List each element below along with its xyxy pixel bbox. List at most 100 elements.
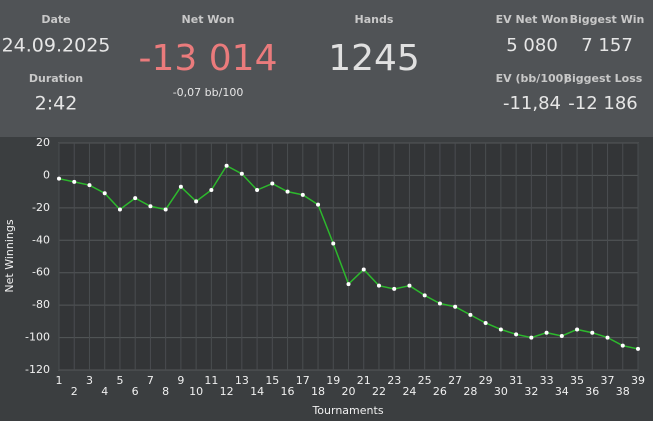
x-tick-label: 5: [116, 374, 123, 387]
x-tick-label: 20: [342, 385, 356, 398]
x-tick-label: 11: [204, 374, 218, 387]
y-tick-label: -20: [32, 201, 50, 214]
x-tick-label: 35: [570, 374, 584, 387]
x-tick-label: 24: [402, 385, 416, 398]
point: [209, 188, 214, 193]
x-tick-label: 6: [132, 385, 139, 398]
x-tick-label: 13: [235, 374, 249, 387]
x-tick-label: 31: [509, 374, 523, 387]
point: [178, 184, 183, 189]
y-tick-label: 0: [43, 168, 50, 181]
stat-value: 5 080: [506, 35, 558, 56]
stat-label: Duration: [29, 72, 83, 85]
x-tick-label: 15: [265, 374, 279, 387]
x-axis-label: Tournaments: [311, 404, 383, 417]
x-tick-label: 19: [326, 374, 340, 387]
x-tick-label: 23: [387, 374, 401, 387]
point: [483, 320, 488, 325]
x-tick-label: 32: [524, 385, 538, 398]
point: [376, 283, 381, 288]
point: [544, 330, 549, 335]
stat-label: EV (bb/100): [496, 72, 569, 85]
point: [331, 241, 336, 246]
point: [270, 181, 275, 186]
stat-value: 24.09.2025: [2, 35, 111, 57]
point: [514, 332, 519, 337]
point: [316, 202, 321, 207]
x-tick-label: 3: [86, 374, 93, 387]
y-tick-label: -80: [32, 298, 50, 311]
x-tick-label: 33: [540, 374, 554, 387]
point: [529, 335, 534, 340]
x-tick-label: 1: [56, 374, 63, 387]
point: [498, 327, 503, 332]
point: [239, 171, 244, 176]
x-tick-label: 16: [281, 385, 295, 398]
stat-value: 7 157: [581, 35, 633, 56]
point: [255, 188, 260, 193]
point: [300, 192, 305, 197]
point: [102, 191, 107, 196]
x-tick-label: 37: [601, 374, 615, 387]
point: [392, 286, 397, 291]
point: [57, 176, 61, 181]
x-tick-label: 25: [418, 374, 432, 387]
point: [575, 327, 580, 332]
stat-label: EV Net Won: [496, 13, 569, 26]
stat-sub: -0,07 bb/100: [173, 86, 244, 99]
x-tick-label: 39: [631, 374, 645, 387]
stat-value: -12 186: [568, 93, 637, 114]
point: [148, 204, 153, 209]
x-tick-label: 22: [372, 385, 386, 398]
point: [605, 335, 610, 340]
x-tick-label: 34: [555, 385, 569, 398]
point: [72, 179, 77, 184]
stat-label: Hands: [355, 13, 394, 26]
x-tick-label: 8: [162, 385, 169, 398]
point: [133, 196, 138, 201]
x-tick-label: 29: [479, 374, 493, 387]
stat-value: 2:42: [35, 93, 78, 115]
stat-label: Biggest Loss: [564, 72, 643, 85]
point: [559, 333, 564, 338]
x-tick-label: 2: [71, 385, 78, 398]
stat-label: Biggest Win: [570, 13, 645, 26]
point: [163, 207, 168, 212]
point: [453, 304, 458, 309]
stats-panel: [0, 0, 653, 137]
x-tick-label: 36: [585, 385, 599, 398]
point: [636, 346, 640, 351]
y-tick-label: 20: [36, 136, 50, 149]
point: [361, 267, 366, 272]
x-tick-label: 26: [433, 385, 447, 398]
point: [468, 312, 473, 317]
point: [620, 343, 625, 348]
x-tick-label: 9: [177, 374, 184, 387]
stat-value: -11,84: [503, 93, 561, 114]
y-tick-label: -100: [25, 331, 50, 344]
stat-value: 1245: [328, 38, 420, 79]
point: [590, 330, 595, 335]
x-tick-label: 10: [189, 385, 203, 398]
y-tick-label: -40: [32, 233, 50, 246]
x-tick-label: 7: [147, 374, 154, 387]
x-tick-label: 38: [616, 385, 630, 398]
point: [346, 282, 351, 287]
point: [422, 293, 427, 298]
y-tick-label: -120: [25, 363, 50, 376]
point: [87, 183, 92, 188]
y-tick-label: -60: [32, 266, 50, 279]
x-tick-label: 17: [296, 374, 310, 387]
point: [224, 163, 229, 168]
stat-value: -13 014: [139, 38, 278, 79]
x-tick-label: 12: [220, 385, 234, 398]
y-axis-label: Net Winnings: [3, 219, 16, 292]
x-tick-label: 14: [250, 385, 264, 398]
point: [407, 283, 412, 288]
x-tick-label: 27: [448, 374, 462, 387]
x-tick-label: 28: [463, 385, 477, 398]
x-tick-label: 30: [494, 385, 508, 398]
point: [194, 199, 199, 204]
